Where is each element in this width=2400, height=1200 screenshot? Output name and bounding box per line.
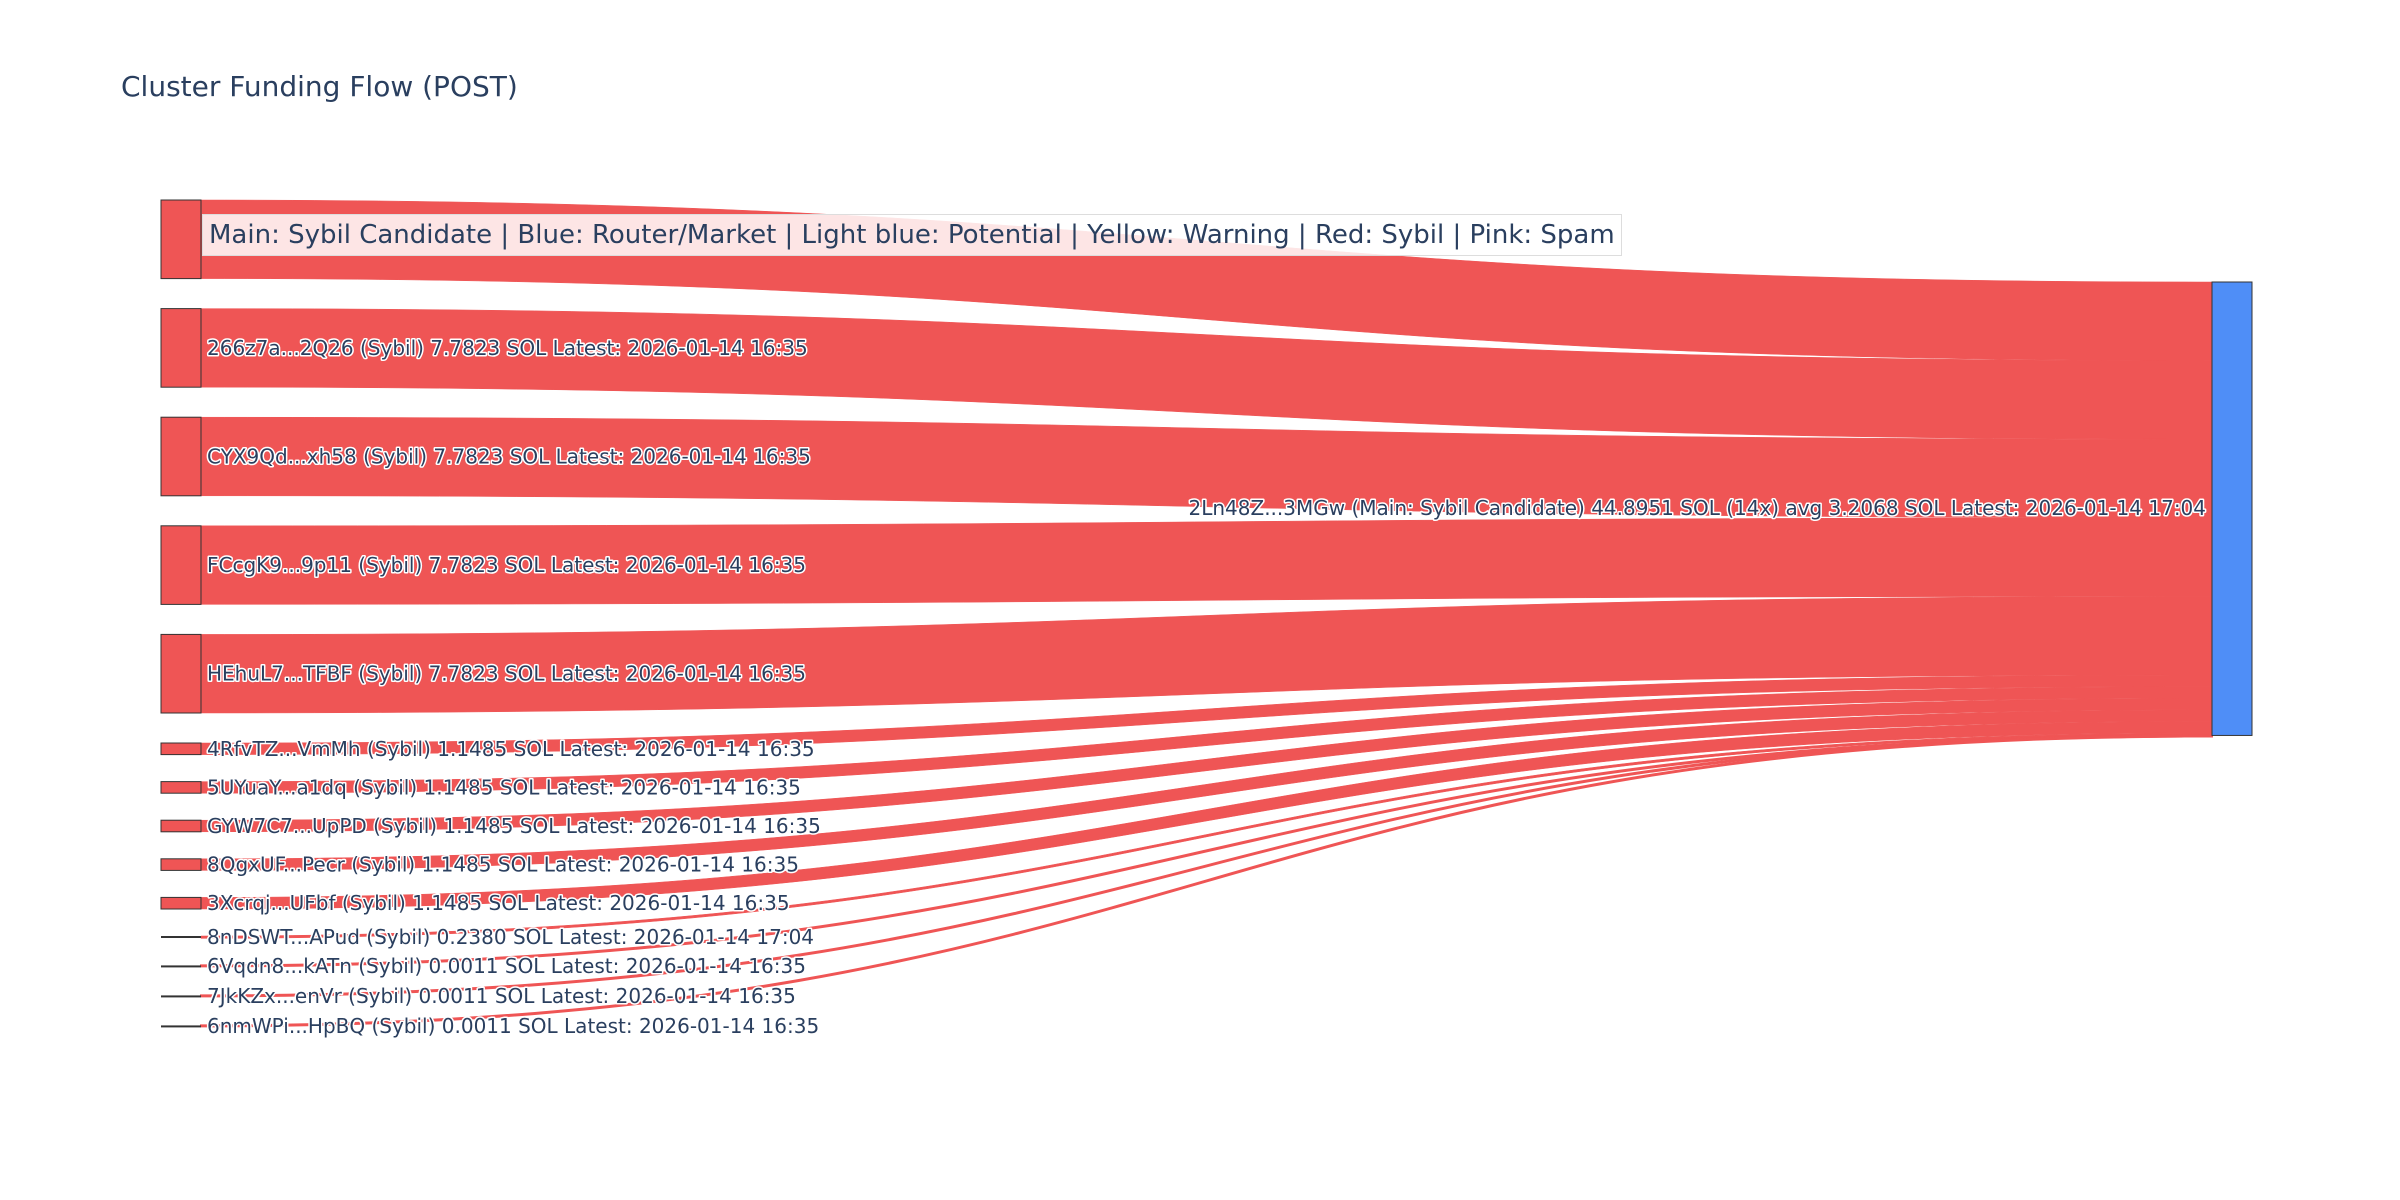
source-node[interactable] [161, 965, 201, 968]
links-layer [200, 199, 2213, 1028]
source-node[interactable] [160, 199, 202, 280]
legend-annotation: Main: Sybil Candidate | Blue: Router/Mar… [202, 214, 1622, 256]
source-node[interactable] [161, 936, 201, 939]
source-node-label: GYW7C7...UpPD (Sybil) 1.1485 SOL Latest:… [207, 814, 821, 838]
source-node-label: 7JkKZx...enVr (Sybil) 0.0011 SOL Latest:… [207, 984, 796, 1008]
nodes-layer [160, 199, 2253, 1028]
chart-title: Cluster Funding Flow (POST) [121, 70, 518, 103]
source-node[interactable] [160, 525, 202, 605]
source-node-label: 4RfvTZ...VmMh (Sybil) 1.1485 SOL Latest:… [207, 737, 815, 761]
source-node[interactable] [160, 416, 202, 497]
source-node[interactable] [160, 819, 202, 833]
target-node[interactable] [2211, 281, 2253, 736]
source-node[interactable] [161, 995, 201, 998]
source-node[interactable] [161, 1025, 201, 1028]
source-node-label: 6nmWPi...HpBQ (Sybil) 0.0011 SOL Latest:… [207, 1014, 819, 1038]
source-node-label: 5UYuaY...a1dq (Sybil) 1.1485 SOL Latest:… [207, 775, 801, 799]
source-node-label: 3Xcrqj...UFbf (Sybil) 1.1485 SOL Latest:… [207, 891, 790, 915]
source-node-label: CYX9Qd...xh58 (Sybil) 7.7823 SOL Latest:… [207, 445, 811, 469]
source-node-label: 6Vqdn8...kATn (Sybil) 0.0011 SOL Latest:… [207, 954, 806, 978]
source-node[interactable] [160, 308, 202, 388]
source-node-label: FCcgK9...9p11 (Sybil) 7.7823 SOL Latest:… [207, 553, 806, 577]
source-node-label: 266z7a...2Q26 (Sybil) 7.7823 SOL Latest:… [207, 336, 808, 360]
flow-link [200, 734, 2213, 1028]
labels-layer: 266z7a...2Q26 (Sybil) 7.7823 SOL Latest:… [206, 334, 2208, 1039]
source-node[interactable] [160, 742, 202, 756]
target-node-label: 2Ln48Z...3MGw (Main: Sybil Candidate) 44… [1189, 496, 2207, 520]
source-node-label: 8nDSWT...APud (Sybil) 0.2380 SOL Latest:… [207, 925, 814, 949]
source-node[interactable] [160, 858, 202, 871]
source-node[interactable] [160, 896, 202, 910]
source-node-label: 8QgxUF...Pecr (Sybil) 1.1485 SOL Latest:… [207, 853, 799, 877]
source-node[interactable] [160, 633, 202, 714]
source-node-label: HEhuL7...TFBF (Sybil) 7.7823 SOL Latest:… [207, 662, 806, 686]
source-node[interactable] [160, 781, 202, 794]
